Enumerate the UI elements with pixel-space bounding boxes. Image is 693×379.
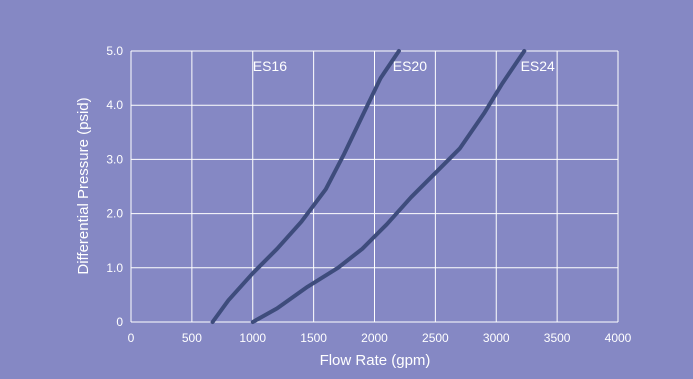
y-tick-label: 3.0 xyxy=(106,152,123,166)
x-tick-label: 3000 xyxy=(483,331,510,345)
x-tick-labels: 0 500 1000 1500 2000 2500 3000 3500 4000 xyxy=(128,331,632,345)
annotation-es24: ES24 xyxy=(521,58,555,74)
series-labels: ES16 ES20 ES24 xyxy=(253,58,555,74)
y-tick-label: 4.0 xyxy=(106,98,123,112)
x-tick-label: 3500 xyxy=(544,331,571,345)
x-tick-label: 500 xyxy=(182,331,202,345)
series-line-es16 xyxy=(210,49,401,324)
x-tick-label: 1000 xyxy=(239,331,266,345)
y-tick-label: 5.0 xyxy=(106,44,123,58)
y-tick-label: 2.0 xyxy=(106,207,123,221)
y-tick-label: 0 xyxy=(116,315,123,329)
x-tick-label: 0 xyxy=(128,331,135,345)
series-line-es20 xyxy=(250,49,527,324)
series-label-es20: ES20 xyxy=(393,58,427,74)
series-lines xyxy=(210,49,527,324)
x-tick-label: 2000 xyxy=(361,331,388,345)
x-tick-label: 2500 xyxy=(422,331,449,345)
y-tick-labels: 0 1.0 2.0 3.0 4.0 5.0 xyxy=(106,44,123,329)
x-tick-label: 4000 xyxy=(605,331,632,345)
x-axis-title: Flow Rate (gpm) xyxy=(320,352,431,369)
y-axis-title: Differential Pressure (psid) xyxy=(75,97,92,274)
x-tick-label: 1500 xyxy=(300,331,327,345)
series-label-es16: ES16 xyxy=(253,58,287,74)
grid-lines xyxy=(130,50,619,323)
y-tick-label: 1.0 xyxy=(106,261,123,275)
